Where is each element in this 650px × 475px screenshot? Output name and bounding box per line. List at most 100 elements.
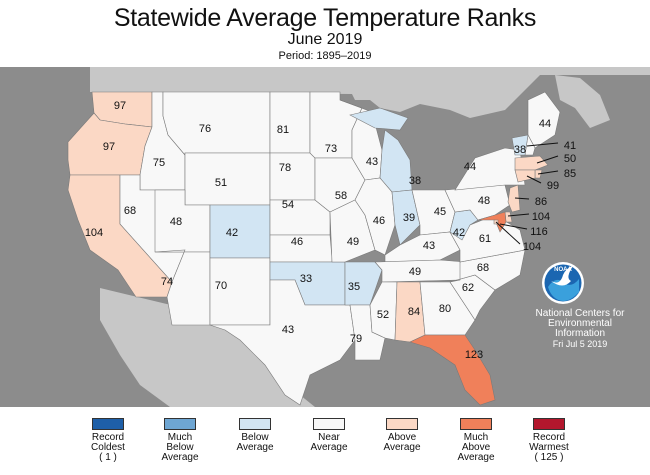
legend-label: Average	[236, 442, 274, 453]
legend-label: Near	[318, 432, 340, 443]
rank-label-ne: 54	[282, 199, 294, 211]
rank-label-oh: 45	[434, 206, 446, 218]
legend-label: Warmest	[529, 442, 569, 453]
rank-label-md: 116	[530, 226, 548, 238]
state-nd	[269, 91, 311, 154]
rank-label-va: 61	[479, 233, 491, 245]
legend-record-coldest: Record Coldest ( 1 )	[68, 418, 148, 463]
rank-label-me: 44	[539, 118, 551, 130]
rank-label-mt: 76	[199, 123, 211, 135]
rank-label-ga: 80	[439, 303, 451, 315]
rank-label-fl: 123	[465, 349, 483, 361]
legend-label: Below	[241, 432, 269, 443]
map-title: Statewide Average Temperature Ranks	[113, 4, 537, 32]
rank-label-wy: 51	[215, 177, 227, 189]
legend-swatch	[164, 418, 196, 430]
legend-much-below: Much Below Average	[140, 418, 220, 463]
rank-label-mn: 73	[325, 143, 337, 155]
noaa-org-line3: Information	[554, 328, 606, 339]
legend-label: Average	[383, 442, 421, 453]
noaa-date: Fri Jul 5 2019	[552, 339, 608, 349]
rank-label-sc: 62	[462, 282, 474, 294]
state-in	[391, 189, 421, 246]
noaa-info: National Centers for Environmental Infor…	[520, 308, 640, 350]
states-layer	[67, 91, 561, 406]
leader-line-nh	[526, 142, 559, 147]
rank-label-dc: 104	[523, 241, 541, 253]
legend-label: Much	[167, 432, 193, 443]
rank-label-nc: 68	[477, 262, 489, 274]
noaa-org-line2: Environmental	[548, 318, 612, 329]
legend-label: ( 1 )	[99, 452, 117, 463]
state-ne	[269, 199, 331, 236]
rank-label-mo: 49	[347, 236, 359, 248]
state-co	[209, 204, 271, 259]
legend-swatch	[386, 418, 418, 430]
legend-label: ( 125 )	[534, 452, 564, 463]
legend-label: Record	[91, 432, 125, 443]
legend-much-above: Much Above Average	[436, 418, 516, 463]
legend-swatch	[460, 418, 492, 430]
rank-label-al: 84	[408, 306, 420, 318]
rank-label-ma: 50	[564, 153, 576, 165]
rank-label-in: 39	[403, 212, 415, 224]
legend-label: Above	[387, 432, 417, 443]
state-mt	[162, 91, 271, 156]
legend-record-warmest: Record Warmest ( 125 )	[509, 418, 589, 463]
rank-label-mi: 38	[409, 175, 421, 187]
rank-label-ut: 48	[170, 216, 182, 228]
noaa-logo-text: NOAA	[554, 267, 572, 273]
rank-label-ia: 58	[335, 190, 347, 202]
state-wy	[184, 152, 271, 206]
rank-label-wa: 97	[114, 100, 126, 112]
leader-line-ct	[526, 175, 542, 184]
leader-line-de	[507, 213, 530, 217]
noaa-org-line1: National Centers for	[535, 308, 625, 319]
rank-label-nm: 70	[215, 280, 227, 292]
state-nc	[449, 249, 526, 291]
leader-line-nj	[514, 197, 530, 200]
rank-label-de: 104	[532, 211, 550, 223]
legend-swatch	[533, 418, 565, 430]
rank-label-ks: 46	[291, 236, 303, 248]
rank-label-il: 46	[373, 215, 385, 227]
legend-above: Above Average	[362, 418, 442, 453]
rank-label-wi: 43	[366, 156, 378, 168]
rank-label-nh: 41	[564, 140, 576, 152]
rank-label-ar: 35	[348, 281, 360, 293]
state-vt	[511, 134, 529, 156]
noaa-logo-icon: NOAA	[542, 262, 584, 304]
state-nj	[507, 184, 521, 213]
rank-label-sd: 78	[279, 162, 291, 174]
leader-line-md	[499, 223, 528, 230]
legend-label: Average	[457, 452, 495, 463]
rank-label-nd: 81	[277, 124, 289, 136]
state-ma	[514, 155, 549, 171]
legend-label: Average	[161, 452, 199, 463]
state-ar	[344, 261, 383, 306]
legend-label: Average	[310, 442, 348, 453]
us-map: 97 97 104 75 68 76 51 48 74 42 70 81 78 54 46 33 43 73 58 4…	[0, 67, 650, 407]
legend-below: Below Average	[215, 418, 295, 453]
state-tx	[209, 279, 356, 406]
rank-label-ri: 85	[564, 168, 576, 180]
rank-label-ct: 99	[547, 180, 559, 192]
legend-label: Above	[461, 442, 491, 453]
legend: Record Coldest ( 1 ) Much Below Average …	[0, 418, 650, 475]
legend-label: Record	[532, 432, 566, 443]
state-ct	[514, 169, 536, 183]
rank-label-az: 74	[161, 276, 173, 288]
mexico-land	[100, 288, 315, 407]
state-ga	[419, 281, 476, 336]
rank-label-ny: 44	[464, 161, 476, 173]
map-subtitle: June 2019	[287, 31, 363, 48]
leader-lines-layer	[495, 142, 559, 245]
rank-label-pa: 48	[478, 195, 490, 207]
rank-label-ca: 104	[85, 227, 103, 239]
rank-label-vt: 38	[514, 144, 526, 156]
leader-line-ma	[536, 155, 559, 164]
state-sd	[269, 152, 316, 201]
rank-label-tn: 49	[409, 266, 421, 278]
rank-label-ky: 43	[423, 240, 435, 252]
legend-label: Much	[463, 432, 489, 443]
